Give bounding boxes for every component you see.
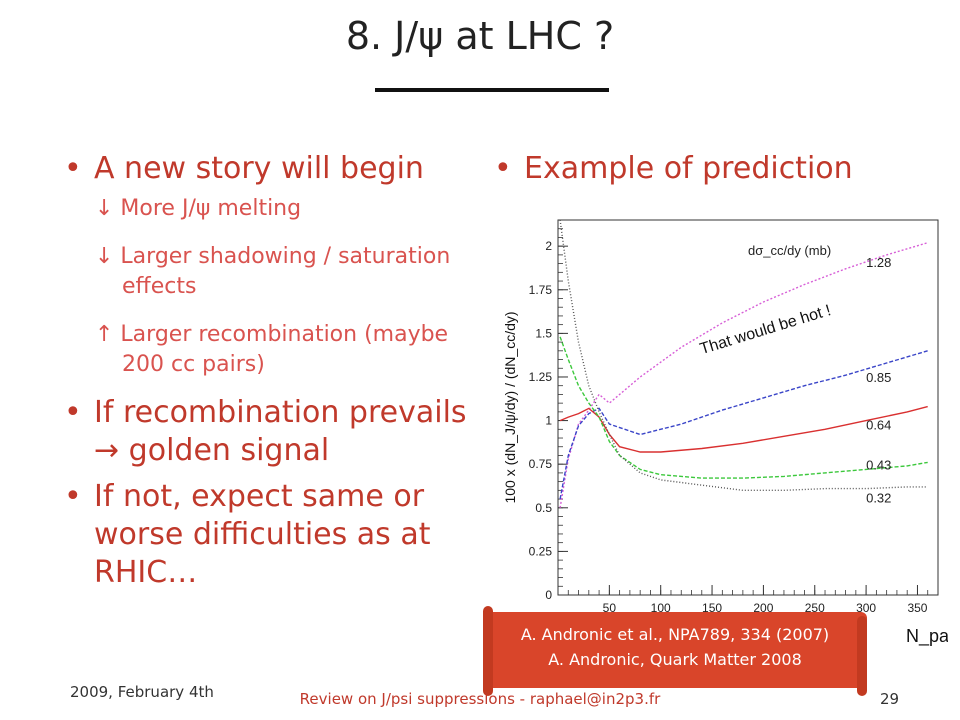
series-label: 0.43 [866,457,891,472]
series-line [559,336,928,479]
bullet-recombination-prevails: If recombination prevails → golden signa… [60,394,480,470]
x-tick-label: 150 [702,601,722,615]
x-tick-label: 100 [651,601,671,615]
bullet-example-prediction: Example of prediction [490,150,930,188]
callout-post-right [857,616,867,696]
y-tick-label: 1.5 [535,326,552,340]
sub-bullet-melting: ↓ More J/ψ melting [95,196,302,221]
sub-bullet-recombination: ↑ Larger recombination (maybe 200 cc pai… [95,322,449,377]
plot-frame [557,219,939,596]
page-number: 29 [880,690,900,708]
y-tick-label: 1.75 [529,283,553,297]
series-line [559,350,928,500]
sub-bullet-shadowing: ↓ Larger shadowing / saturation effects [95,244,451,299]
bullet-if-not: If not, expect same or worse difficultie… [60,478,480,592]
callout-post-left [483,606,493,696]
right-column: Example of prediction [490,150,930,188]
x-tick-label: 50 [603,601,617,615]
y-axis-label: 100 x (dN_J/ψ/dy) / (dN_cc/dy) [502,311,518,503]
y-tick-label: 0.25 [529,544,553,558]
y-tick-label: 0.5 [535,501,552,515]
series-line [559,242,928,508]
left-column: A new story will begin ↓ More J/ψ meltin… [60,150,480,592]
citation-callout: A. Andronic et al., NPA789, 334 (2007) A… [483,606,867,696]
footer-date: 2009, February 4th [70,683,214,701]
y-tick-label: 0 [545,588,552,602]
series-label: 0.64 [866,417,891,432]
citation-line-2: A. Andronic, Quark Matter 2008 [548,650,802,669]
footer-title: Review on J/psi suppressions - raphael@i… [299,690,661,708]
y-tick-label: 0.75 [529,457,553,471]
legend-title: dσ_cc/dy (mb) [748,243,831,258]
series-label: 0.32 [866,491,891,506]
series-label: 0.85 [866,370,891,385]
series-line [559,405,928,453]
x-tick-label: 300 [856,601,876,615]
title-underline [375,88,609,92]
slide-title: 8. J/ψ at LHC ? [345,14,615,58]
x-tick-label: 350 [907,601,927,615]
x-tick-label: 200 [753,601,773,615]
bullet-new-story: A new story will begin [60,150,480,188]
x-tick-label: 250 [805,601,825,615]
citation-line-1: A. Andronic et al., NPA789, 334 (2007) [520,625,830,644]
series-line [559,219,928,491]
x-axis-label: N_part [906,626,948,647]
y-tick-label: 2 [545,239,552,253]
y-tick-label: 1 [545,414,552,428]
series-label: 1.28 [866,255,891,270]
y-tick-label: 1.25 [529,370,553,384]
